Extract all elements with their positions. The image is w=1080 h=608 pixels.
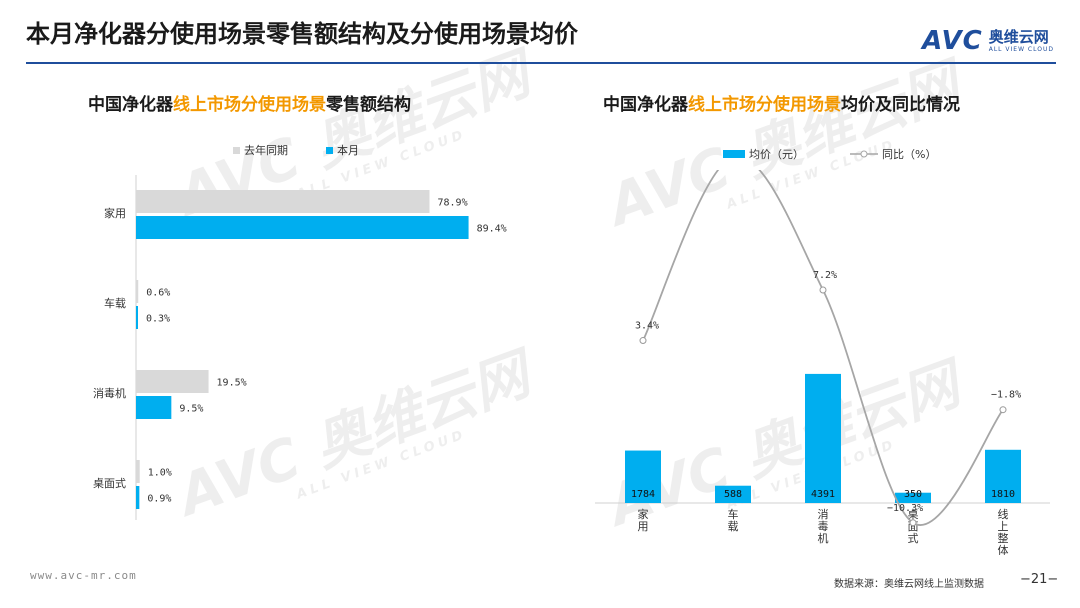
legend-label-price: 均价（元） [749,148,804,161]
data-source: 数据来源：奥维云网线上监测数据 [834,579,984,590]
yoy-label-4: −1.8% [991,390,1021,401]
legend-label-yoy: 同比（%） [882,148,937,161]
bar-this-month-2 [136,396,172,419]
legend-label-this-month: 本月 [337,144,359,157]
category-label-3-char-0: 桌 [908,508,919,521]
left-legend: 去年同期 本月 [233,142,359,158]
yoy-label-3: −10.3% [887,503,923,514]
logo: AVC 奥维云网 ALL VIEW CLOUD [922,26,1054,56]
price-label-3: 350 [904,489,922,500]
data-label-last-year-0: 78.9% [438,198,468,209]
bar-price-4 [985,449,1021,503]
price-label-0: 1784 [631,489,655,500]
yoy-point-3 [909,519,917,527]
right-chart-title-highlight: 线上市场分使用场景 [688,95,841,115]
bar-this-month-0 [136,216,469,239]
left-chart-title-pre: 中国净化器 [88,95,173,115]
legend-swatch-last-year [233,146,240,154]
category-label-2: 消毒机 [93,386,126,400]
yoy-point-0 [639,337,647,345]
data-label-this-month-2: 9.5% [179,404,203,415]
right-legend: 均价（元） 同比（%） [723,146,936,162]
category-label-1-char-1: 载 [728,520,739,533]
bar-price-1 [715,485,751,503]
category-label-3: 桌面式 [93,477,126,490]
bar-price-3 [895,492,931,503]
category-label-0-char-1: 用 [638,520,649,533]
left-chart-title-post: 零售额结构 [326,95,411,115]
data-label-last-year-2: 19.5% [217,378,247,389]
data-label-this-month-1: 0.3% [146,314,170,325]
bar-this-month-3 [136,486,140,509]
data-label-this-month-0: 89.4% [477,224,507,235]
category-label-4-char-2: 整 [998,531,1009,545]
legend-label-last-year: 去年同期 [244,144,288,157]
left-chart-title-highlight: 线上市场分使用场景 [173,95,326,115]
data-label-last-year-3: 1.0% [148,468,172,479]
logo-avc: AVC [922,26,983,56]
category-label-3-char-2: 式 [908,532,919,545]
legend-swatch-this-month [326,146,333,154]
bar-price-2 [805,373,841,503]
bar-last-year-3 [136,460,140,483]
yoy-label-0: 3.4% [635,321,659,332]
right-chart-title-pre: 中国净化器 [603,95,688,115]
logo-text: 奥维云网 ALL VIEW CLOUD [988,27,1054,53]
category-label-4-char-1: 上 [998,520,1009,533]
category-label-1-char-0: 车 [728,507,739,521]
yoy-point-2 [819,286,827,294]
page-title: 本月净化器分使用场景零售额结构及分使用场景均价 [26,20,578,48]
yoy-point-4 [999,406,1007,414]
logo-sub: ALL VIEW CLOUD [988,45,1054,53]
right-chart-title: 中国净化器线上市场分使用场景均价及同比情况 [603,90,960,115]
category-label-4-char-0: 线 [998,507,1009,521]
footer-url: www.avc-mr.com [30,569,137,582]
price-label-2: 4391 [811,489,835,500]
title-divider [26,62,1056,64]
bar-last-year-2 [136,370,209,393]
data-label-last-year-1: 0.6% [146,288,170,299]
left-bar-chart: 家用 78.9% 89.4% 车载 0.6% 0.3% 消毒机 19.5% 9.5% 桌面式 1.0… [93,175,507,520]
category-label-2-char-1: 毒 [818,520,829,533]
category-label-2-char-0: 消 [818,507,829,521]
yoy-label-2: 7.2% [813,270,837,281]
price-label-1: 588 [724,489,742,500]
right-chart-title-post: 均价及同比情况 [841,95,960,115]
bar-last-year-1 [136,280,139,303]
category-label-4-char-3: 体 [998,543,1009,555]
legend-line-swatch-yoy [850,150,878,158]
bar-price-0 [625,450,661,503]
category-label-2-char-2: 机 [818,531,829,545]
legend-swatch-price [723,150,745,158]
logo-cn: 奥维云网 [988,27,1049,46]
bar-last-year-0 [136,190,430,213]
data-label-this-month-3: 0.9% [147,494,171,505]
right-combo-chart: 1784家用588车载4391消毒机350桌面式1810线上整体3.4%17.2… [595,170,1050,555]
page-number: −21− [1020,572,1059,587]
category-label-0-char-0: 家 [638,507,649,521]
bar-this-month-1 [136,306,138,329]
left-chart-title: 中国净化器线上市场分使用场景零售额结构 [88,90,411,115]
category-label-0: 家用 [104,206,126,220]
category-label-1: 车载 [104,296,126,310]
category-label-3-char-1: 面 [908,520,919,533]
price-label-4: 1810 [991,489,1015,500]
